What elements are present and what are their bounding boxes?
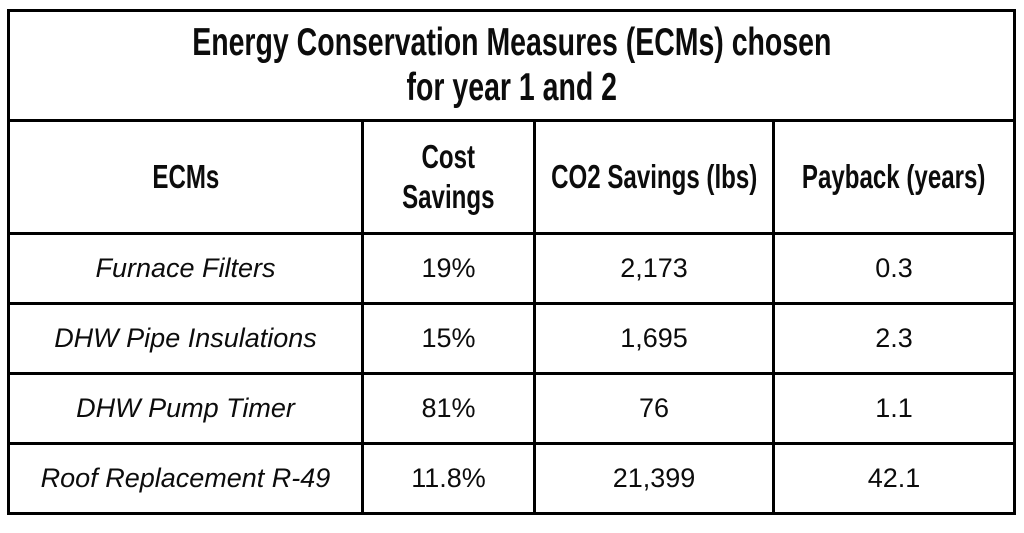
co2-savings-value: 21,399 [612, 463, 696, 493]
table-row: DHW Pump Timer 81% 76 1.1 [10, 375, 1013, 445]
table-row: Roof Replacement R-49 11.8% 21,399 42.1 [10, 445, 1013, 512]
cell-ecm-name: Furnace Filters [10, 235, 364, 302]
cell-co2-savings: 76 [536, 375, 775, 442]
cell-payback: 1.1 [775, 375, 1013, 442]
column-header-payback: Payback (years) [775, 122, 1013, 232]
cost-savings-value: 15% [421, 323, 476, 353]
cell-payback: 2.3 [775, 305, 1013, 372]
table-title-row: Energy Conservation Measures (ECMs) chos… [10, 12, 1013, 122]
ecm-name-text: DHW Pipe Insulations [54, 323, 317, 353]
cell-ecm-name: DHW Pipe Insulations [10, 305, 364, 372]
column-header-co2-savings: CO2 Savings (lbs) [536, 122, 775, 232]
cost-savings-value: 19% [421, 253, 476, 283]
ecm-name-text: Furnace Filters [95, 253, 276, 283]
ecm-name-text: Roof Replacement R-49 [40, 463, 331, 493]
table-row: Furnace Filters 19% 2,173 0.3 [10, 235, 1013, 305]
cell-cost-savings: 11.8% [364, 445, 536, 512]
ecm-name-text: DHW Pump Timer [76, 393, 295, 423]
cell-payback: 42.1 [775, 445, 1013, 512]
table-row: DHW Pipe Insulations 15% 1,695 2.3 [10, 305, 1013, 375]
cost-savings-value: 11.8% [411, 463, 486, 493]
cost-savings-value: 81% [421, 393, 476, 423]
cell-payback: 0.3 [775, 235, 1013, 302]
payback-value: 2.3 [875, 323, 913, 353]
cell-ecm-name: Roof Replacement R-49 [10, 445, 364, 512]
cell-cost-savings: 81% [364, 375, 536, 442]
cell-co2-savings: 21,399 [536, 445, 775, 512]
column-header-ecms-label: ECMs [152, 158, 219, 196]
payback-value: 42.1 [867, 463, 921, 493]
co2-savings-value: 76 [638, 393, 670, 423]
cell-co2-savings: 1,695 [536, 305, 775, 372]
column-header-co2-savings-label: CO2 Savings (lbs) [550, 158, 758, 196]
co2-savings-value: 1,695 [620, 323, 688, 353]
table-header-row: ECMs Cost Savings CO2 Savings (lbs) Payb… [10, 122, 1013, 235]
column-header-ecms: ECMs [10, 122, 364, 232]
cell-cost-savings: 15% [364, 305, 536, 372]
column-header-cost-savings-label: Cost Savings [402, 138, 495, 215]
payback-value: 0.3 [875, 253, 913, 283]
cell-ecm-name: DHW Pump Timer [10, 375, 364, 442]
column-header-cost-savings: Cost Savings [364, 122, 536, 232]
payback-value: 1.1 [875, 393, 913, 423]
cell-co2-savings: 2,173 [536, 235, 775, 302]
ecm-table: Energy Conservation Measures (ECMs) chos… [7, 9, 1016, 515]
table-title: Energy Conservation Measures (ECMs) chos… [191, 20, 832, 109]
column-header-payback-label: Payback (years) [802, 158, 986, 196]
cell-cost-savings: 19% [364, 235, 536, 302]
co2-savings-value: 2,173 [620, 253, 688, 283]
